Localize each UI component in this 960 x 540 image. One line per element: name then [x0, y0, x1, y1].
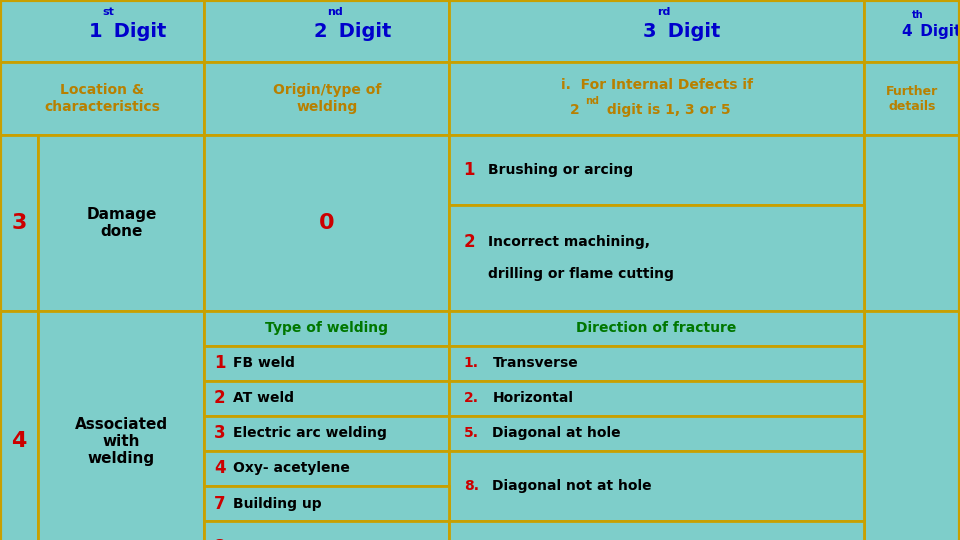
Bar	[864, 135, 960, 310]
Text: 1: 1	[88, 22, 102, 40]
Bar	[449, 62, 864, 135]
Bar	[449, 381, 864, 416]
Bar	[204, 521, 449, 540]
Text: 4: 4	[12, 431, 27, 451]
Text: Brushing or arcing: Brushing or arcing	[488, 163, 633, 177]
Bar	[204, 381, 449, 416]
Bar	[204, 486, 449, 521]
Text: Direction of fracture: Direction of fracture	[576, 321, 737, 335]
Bar	[0, 310, 38, 540]
Text: 5.: 5.	[464, 427, 479, 440]
Text: Incorrect machining,: Incorrect machining,	[488, 235, 650, 248]
Text: Electric arc welding: Electric arc welding	[233, 427, 387, 440]
Bar	[38, 310, 204, 540]
Text: 3: 3	[643, 22, 657, 40]
Text: 8.: 8.	[464, 479, 479, 493]
Text: 4: 4	[901, 24, 912, 38]
Text: 1.: 1.	[464, 356, 479, 370]
Text: 3: 3	[12, 213, 27, 233]
Bar	[0, 0, 204, 62]
Text: Digit: Digit	[661, 22, 721, 40]
Text: AT weld: AT weld	[233, 392, 295, 405]
Text: FB weld: FB weld	[233, 356, 295, 370]
Bar	[449, 346, 864, 381]
Bar	[0, 62, 204, 135]
Bar	[864, 0, 960, 62]
Bar	[204, 310, 449, 346]
Text: digit is 1, 3 or 5: digit is 1, 3 or 5	[602, 104, 731, 117]
Bar	[449, 451, 864, 521]
Text: Diagonal not at hole: Diagonal not at hole	[492, 479, 652, 493]
Bar	[449, 310, 864, 346]
Text: 0: 0	[319, 213, 335, 233]
Text: Origin/type of
welding: Origin/type of welding	[273, 84, 381, 113]
Bar	[449, 135, 864, 205]
Text: i.  For Internal Defects if: i. For Internal Defects if	[561, 78, 753, 92]
Text: Type of welding: Type of welding	[265, 321, 389, 335]
Text: nd: nd	[326, 7, 343, 17]
Text: st: st	[102, 7, 114, 17]
Bar	[449, 0, 864, 62]
Text: rd: rd	[657, 7, 670, 17]
Text: 3: 3	[214, 424, 226, 442]
Text: 8: 8	[214, 538, 226, 540]
Text: Transverse: Transverse	[492, 356, 578, 370]
Bar	[449, 416, 864, 451]
Text: 1: 1	[214, 354, 226, 372]
Bar	[204, 62, 449, 135]
Text: Further
details: Further details	[886, 85, 938, 112]
Text: 1: 1	[464, 161, 475, 179]
Text: Diagonal at hole: Diagonal at hole	[492, 427, 621, 440]
Text: Building up: Building up	[233, 497, 322, 510]
Text: 2: 2	[214, 389, 226, 407]
Text: drilling or flame cutting: drilling or flame cutting	[488, 267, 674, 281]
Text: 7: 7	[214, 495, 226, 512]
Text: nd: nd	[586, 96, 600, 106]
Bar	[204, 0, 449, 62]
Text: Digit: Digit	[915, 24, 960, 38]
Text: Digit: Digit	[332, 22, 391, 40]
Text: Oxy- acetylene: Oxy- acetylene	[233, 462, 350, 475]
Text: Damage
done: Damage done	[86, 206, 156, 239]
Bar	[204, 416, 449, 451]
Bar	[864, 62, 960, 135]
Bar	[38, 135, 204, 310]
Text: Associated
with
welding: Associated with welding	[75, 416, 168, 467]
Text: 4: 4	[214, 460, 226, 477]
Bar	[204, 346, 449, 381]
Bar	[204, 135, 449, 310]
Bar	[449, 521, 864, 540]
Text: Digit: Digit	[108, 22, 166, 40]
Text: th: th	[912, 10, 924, 20]
Text: Location &
characteristics: Location & characteristics	[44, 84, 160, 113]
Text: 2.: 2.	[464, 392, 479, 405]
Bar	[0, 135, 38, 310]
Bar	[204, 451, 449, 486]
Text: 2: 2	[464, 233, 475, 251]
Text: 2: 2	[313, 22, 326, 40]
Bar	[864, 310, 960, 540]
Bar	[449, 205, 864, 310]
Text: 2: 2	[570, 104, 580, 117]
Text: Horizontal: Horizontal	[492, 392, 573, 405]
